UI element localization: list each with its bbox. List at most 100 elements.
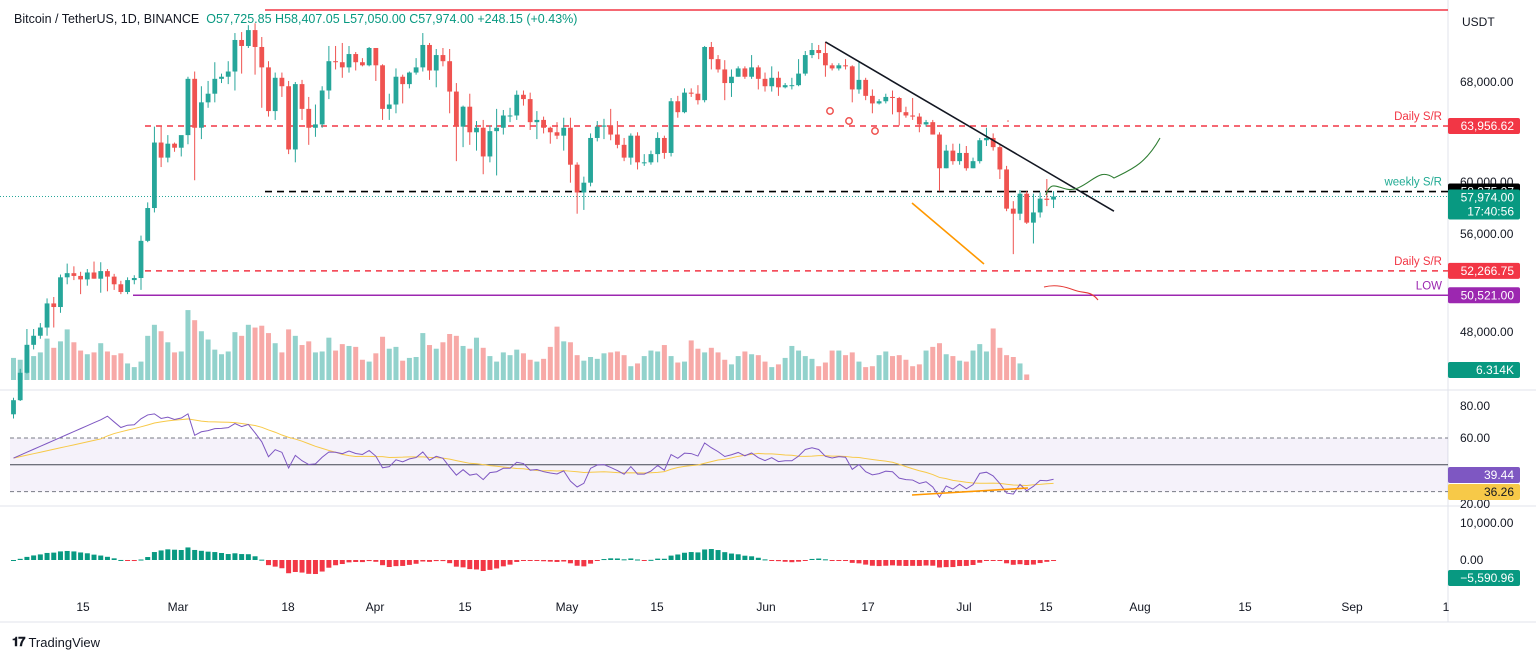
volume-bar <box>500 352 506 380</box>
candle-body <box>1010 208 1016 214</box>
candle-body <box>339 62 345 68</box>
volume-bar <box>507 355 513 380</box>
candle-body <box>145 208 151 241</box>
volume-bar <box>299 345 305 380</box>
candle-body <box>212 78 218 94</box>
candle-body <box>24 344 30 373</box>
bearish-projection-path <box>1043 285 1099 301</box>
macd-histogram-bar <box>1044 560 1050 562</box>
volume-bar <box>997 347 1003 380</box>
volume-tag: 6.314K <box>1476 363 1514 377</box>
time-axis-tick: 15 <box>1238 600 1252 614</box>
candle-body <box>31 335 37 345</box>
macd-histogram-bar <box>359 560 365 563</box>
volume-bar <box>957 360 963 380</box>
candle-body <box>91 272 97 279</box>
candle-body <box>735 68 741 77</box>
candle-body <box>796 73 801 86</box>
volume-bar <box>494 361 500 380</box>
candle-body <box>608 125 614 135</box>
macd-histogram-bar <box>393 560 399 567</box>
macd-histogram-bar <box>259 559 265 561</box>
candle-body <box>279 77 285 87</box>
candle-body <box>521 94 526 100</box>
candle-body <box>64 273 70 278</box>
volume-bar <box>57 341 63 380</box>
candle-body <box>198 102 204 128</box>
macd-histogram-bar <box>319 560 325 572</box>
volume-bar <box>467 348 473 380</box>
candle-body <box>547 127 553 133</box>
macd-histogram-bar <box>702 549 708 560</box>
macd-histogram-bar <box>11 560 16 561</box>
ohlc-low: L57,050.00 <box>343 12 406 26</box>
candle-body <box>266 67 271 112</box>
candle-body <box>789 85 795 87</box>
volume-bar <box>51 347 57 380</box>
candle-body <box>98 271 104 279</box>
candle-body <box>594 126 600 138</box>
volume-bar <box>125 363 131 380</box>
volume-bar <box>809 358 815 380</box>
volume-bar <box>561 341 567 380</box>
macd-histogram-bar <box>822 559 828 561</box>
candle-body <box>1031 212 1036 223</box>
macd-histogram-bar <box>104 556 110 560</box>
volume-bar <box>722 359 728 380</box>
macd-histogram-bar <box>192 549 198 560</box>
macd-histogram-bar <box>722 552 728 560</box>
macd-histogram-bar <box>453 560 459 567</box>
symbol-header[interactable]: Bitcoin / TetherUS, 1D, BINANCE O57,725.… <box>14 12 577 26</box>
candle-body <box>105 271 110 277</box>
candle-body <box>292 84 298 150</box>
candle-body <box>507 115 513 117</box>
candle-body <box>534 119 540 123</box>
candle-body <box>252 30 258 47</box>
macd-histogram-bar <box>145 557 151 560</box>
macd-histogram-bar <box>628 558 634 560</box>
candle-body <box>494 127 500 132</box>
rsi-ma-tag: 36.26 <box>1484 485 1514 499</box>
volume-bar <box>245 324 251 380</box>
macd-histogram-bar <box>205 551 211 560</box>
macd-histogram-bar <box>460 560 466 568</box>
macd-histogram-bar <box>212 552 218 560</box>
candle-body <box>849 66 855 90</box>
macd-histogram-bar <box>527 560 533 561</box>
volume-bar <box>460 345 466 380</box>
candle-body <box>829 65 835 69</box>
candle-body <box>903 112 909 116</box>
macd-histogram-bar <box>366 560 372 562</box>
price-unit-label[interactable]: USDT <box>1462 15 1495 29</box>
candle-body <box>299 84 305 109</box>
tradingview-brand[interactable]: 𝟏𝟕 TradingView <box>12 634 100 650</box>
macd-histogram-bar <box>769 560 775 561</box>
macd-axis-tick: 10,000.00 <box>1460 516 1514 530</box>
volume-bar <box>239 335 245 380</box>
volume-bar <box>661 345 667 380</box>
candle-body <box>755 67 761 79</box>
volume-bar <box>742 351 748 380</box>
candle-body <box>400 76 406 85</box>
macd-histogram-bar <box>125 560 131 561</box>
volume-bar <box>601 353 607 380</box>
candle-body <box>1024 193 1030 223</box>
macd-histogram-bar <box>245 554 251 560</box>
macd-histogram-bar <box>883 560 889 566</box>
time-axis-tick: 15 <box>1039 600 1053 614</box>
volume-bar <box>514 349 520 380</box>
volume-bar <box>728 364 734 380</box>
candle-body <box>601 125 607 127</box>
candle-body <box>500 115 506 128</box>
macd-value-tag: −5,590.96 <box>1460 571 1514 585</box>
macd-histogram-bar <box>514 560 520 562</box>
macd-histogram-bar <box>165 549 171 560</box>
level-label: Daily S/R <box>1394 111 1442 123</box>
time-axis-tick: Jul <box>956 600 971 614</box>
grid <box>0 0 1536 623</box>
macd-histogram-bar <box>869 560 875 566</box>
candle-body <box>467 106 473 133</box>
volume-bar <box>312 352 318 380</box>
candle-body <box>366 47 372 66</box>
